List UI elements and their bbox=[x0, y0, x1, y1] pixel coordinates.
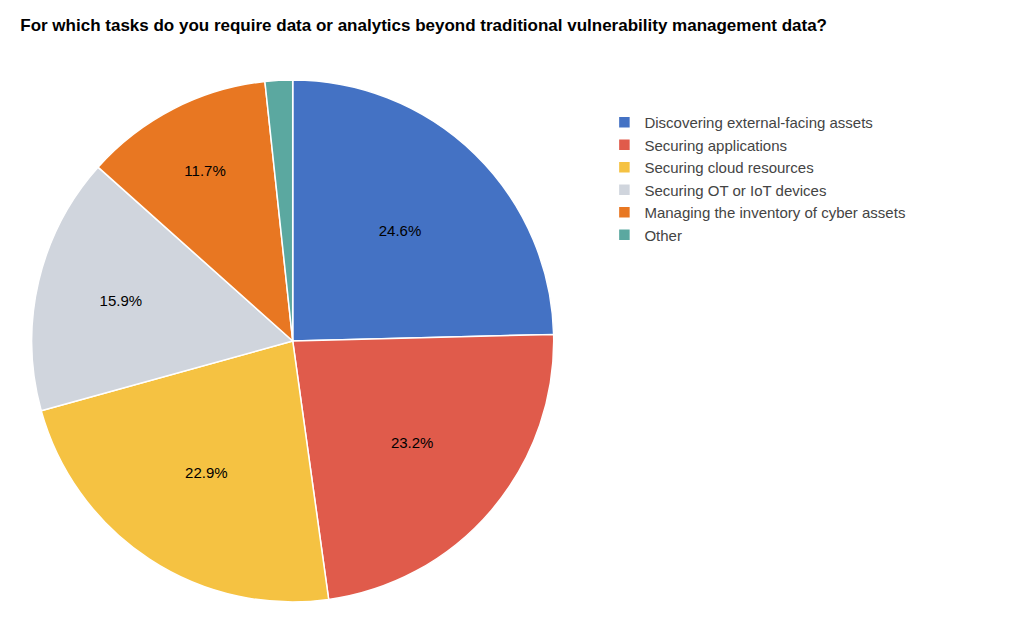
svg-text:Other: Other bbox=[644, 227, 682, 244]
svg-text:22.9%: 22.9% bbox=[185, 464, 228, 481]
svg-text:Discovering external-facing as: Discovering external-facing assets bbox=[644, 114, 872, 131]
svg-text:11.7%: 11.7% bbox=[184, 162, 225, 179]
svg-text:23.2%: 23.2% bbox=[391, 434, 434, 451]
svg-text:Managing the inventory of cybe: Managing the inventory of cyber assets bbox=[644, 204, 905, 221]
svg-text:15.9%: 15.9% bbox=[100, 292, 143, 309]
svg-text:Securing OT or IoT devices: Securing OT or IoT devices bbox=[644, 182, 826, 199]
svg-text:24.6%: 24.6% bbox=[379, 222, 422, 239]
svg-text:Securing cloud resources: Securing cloud resources bbox=[644, 159, 813, 176]
svg-text:Securing applications: Securing applications bbox=[644, 137, 787, 154]
svg-text:For which tasks do you require: For which tasks do you require data or a… bbox=[20, 16, 827, 35]
